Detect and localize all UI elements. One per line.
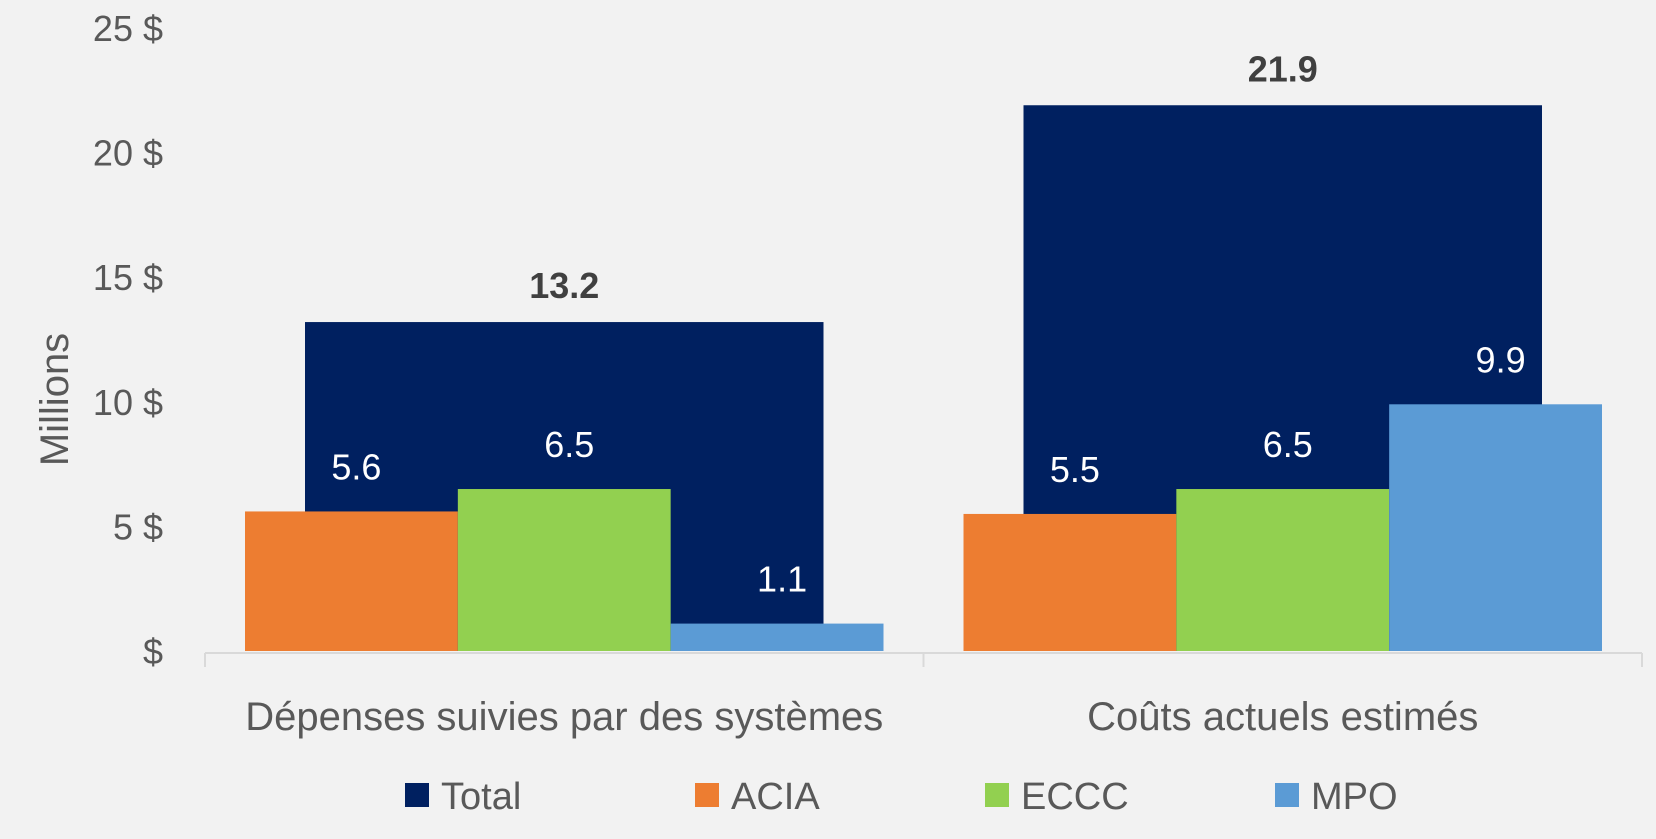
data-label-mpo: 1.1 xyxy=(757,559,807,600)
legend-swatch-acia xyxy=(695,783,719,807)
legend-swatch-mpo xyxy=(1275,783,1299,807)
bar-acia xyxy=(963,513,1177,651)
data-label-acia: 5.5 xyxy=(1050,449,1100,490)
y-tick-label: 10 $ xyxy=(93,382,163,423)
bar-mpo xyxy=(1389,404,1602,651)
legend-label-eccc: ECCC xyxy=(1021,776,1129,818)
legend-swatch-total xyxy=(405,783,429,807)
category-label: Dépenses suivies par des systèmes xyxy=(245,695,883,739)
data-label-acia: 5.6 xyxy=(331,446,381,487)
legend-label-acia: ACIA xyxy=(731,776,820,818)
data-label-total: 21.9 xyxy=(1248,48,1318,89)
y-tick-label: 20 $ xyxy=(93,133,163,174)
legend-label-total: Total xyxy=(441,776,521,818)
data-labels: 13.2 5.6 6.5 1.1 21.9 5.5 6.5 9.9 xyxy=(331,48,1525,599)
y-tick-label: 15 $ xyxy=(93,257,163,298)
bars xyxy=(245,105,1602,651)
x-axis: Dépenses suivies par des systèmes Coûts a… xyxy=(204,652,1643,739)
data-label-eccc: 6.5 xyxy=(1263,424,1313,465)
data-label-eccc: 6.5 xyxy=(544,424,594,465)
legend: Total ACIA ECCC MPO xyxy=(405,776,1398,818)
data-label-total: 13.2 xyxy=(529,265,599,306)
data-label-mpo: 9.9 xyxy=(1476,339,1526,380)
y-tick-label: $ xyxy=(143,631,163,672)
y-tick-label: 5 $ xyxy=(113,506,163,547)
y-tick-label: 25 $ xyxy=(93,8,163,49)
y-axis: $5 $ 10 $ 15 $ 20 $ 25 $ Millions xyxy=(33,8,163,672)
bar-mpo xyxy=(670,623,884,651)
category-label: Coûts actuels estimés xyxy=(1087,695,1478,739)
y-axis-title: Millions xyxy=(33,333,77,466)
legend-swatch-eccc xyxy=(985,783,1009,807)
bar-eccc xyxy=(457,489,671,651)
bar-acia xyxy=(245,511,458,651)
legend-label-mpo: MPO xyxy=(1311,776,1398,818)
bar-eccc xyxy=(1176,489,1390,651)
